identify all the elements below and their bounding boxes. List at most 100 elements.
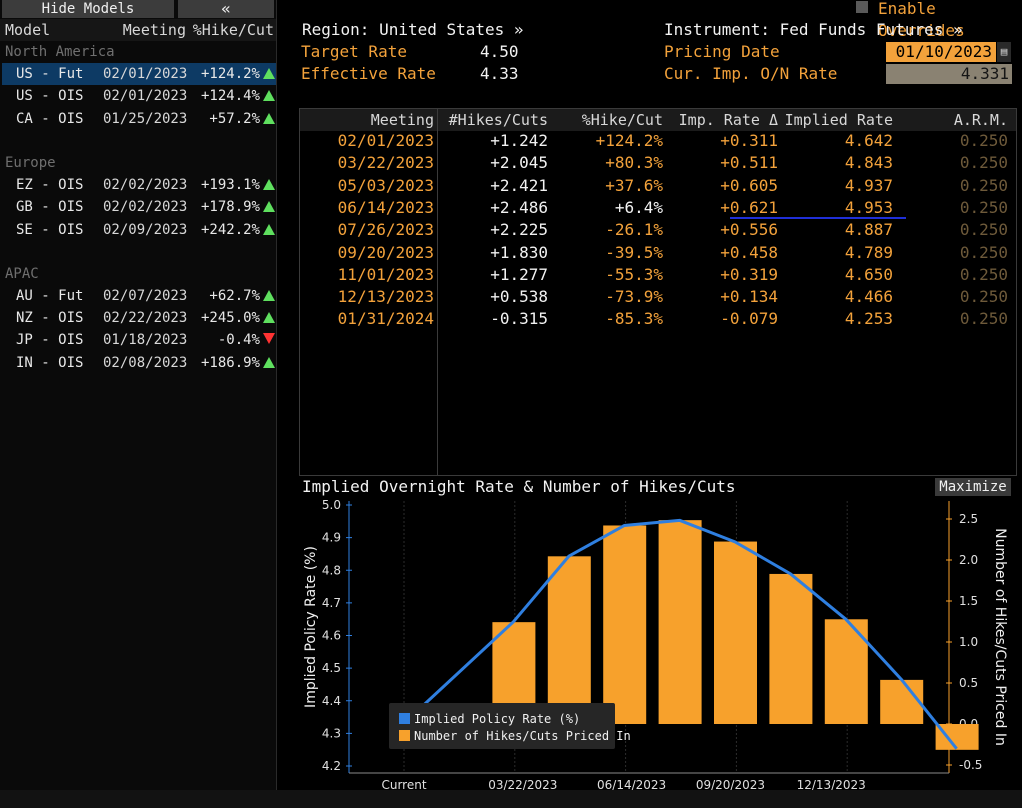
x-tick-label: Current: [381, 778, 426, 792]
enable-overrides-checkbox[interactable]: [856, 1, 868, 13]
left-tick-label: 4.9: [322, 531, 341, 545]
table-row[interactable]: 11/01/2023 +1.277 -55.3% +0.319 4.650 0.250: [300, 264, 1016, 286]
table-cell: +2.486: [490, 197, 548, 217]
table-cell: 05/03/2023: [337, 175, 434, 195]
table-column-header[interactable]: Imp. Rate Δ: [678, 111, 778, 129]
table-cell: 4.843: [844, 153, 893, 173]
model-name: AU - Fut: [16, 287, 84, 304]
table-cell: -39.5%: [605, 242, 663, 262]
legend-label-rate: Implied Policy Rate (%): [414, 712, 580, 726]
model-hike: +193.1%: [200, 176, 260, 193]
model-row[interactable]: EZ - OIS 02/02/2023 +193.1%: [2, 174, 276, 196]
maximize-button[interactable]: Maximize: [935, 478, 1011, 496]
left-tick-label: 4.3: [322, 726, 341, 740]
chart-area: 5.0 4.9 4.8 4.7 4.6 4.5 4.4 4.3 4.2 2.5 2.0 1.5 1.0 0…: [303, 498, 1008, 792]
table-cell: 4.650: [844, 264, 893, 284]
arrow-up-icon: [261, 63, 275, 85]
arrow-up-icon: [261, 285, 275, 307]
table-row[interactable]: 01/31/2024 -0.315 -85.3% -0.079 4.253 0.250: [300, 308, 1016, 330]
table-column-header[interactable]: Meeting: [370, 111, 434, 129]
table-row[interactable]: 12/13/2023 +0.538 -73.9% +0.134 4.466 0.250: [300, 286, 1016, 308]
table-cell: +37.6%: [605, 175, 663, 195]
pricing-date-input[interactable]: 01/10/2023: [886, 42, 996, 62]
table-cell: 09/20/2023: [337, 242, 434, 262]
model-row[interactable]: CA - OIS 01/25/2023 +57.2%: [2, 108, 276, 130]
model-hike: +62.7%: [209, 287, 260, 304]
enable-overrides-label[interactable]: Enable Overrides: [878, 0, 965, 40]
table-cell: 4.466: [844, 287, 893, 307]
model-meeting: 01/18/2023: [103, 332, 188, 349]
table-cell: +0.538: [490, 287, 548, 307]
region-selector[interactable]: Region: United States »: [302, 20, 524, 39]
model-row[interactable]: SE - OIS 02/09/2023 +242.2%: [2, 219, 276, 241]
hikes-bar: [603, 525, 647, 724]
model-hike: +178.9%: [200, 199, 260, 216]
model-row[interactable]: JP - OIS 01/18/2023 -0.4%: [2, 329, 276, 351]
col-model-header[interactable]: Model: [5, 21, 51, 39]
left-axis-label: Implied Policy Rate (%): [303, 546, 319, 708]
table-cell: +2.225: [490, 220, 548, 240]
table-column-header[interactable]: %Hike/Cut: [581, 111, 663, 129]
col-meeting-header[interactable]: Meeting: [122, 21, 186, 39]
model-meeting: 02/02/2023: [103, 176, 188, 193]
legend-box: [389, 703, 615, 749]
right-tick-label: 2.5: [959, 512, 978, 526]
arrow-down-icon: [261, 329, 275, 351]
table-row[interactable]: 06/14/2023 +2.486 +6.4% +0.621 4.953 0.250: [300, 197, 1016, 219]
table-cell: 0.250: [959, 220, 1008, 240]
model-name: EZ - OIS: [16, 176, 84, 193]
table-cell: 12/13/2023: [337, 287, 434, 307]
implied-rate-line: [402, 518, 958, 750]
col-hike-header[interactable]: %Hike/Cut: [192, 21, 274, 39]
model-row[interactable]: US - Fut 02/01/2023 +124.2%: [2, 63, 276, 85]
hikes-bar: [547, 556, 591, 724]
hikes-bar: [769, 573, 813, 724]
table-row[interactable]: 03/22/2023 +2.045 +80.3% +0.511 4.843 0.250: [300, 152, 1016, 174]
table-cell: 03/22/2023: [337, 153, 434, 173]
table-column-header[interactable]: Implied Rate: [784, 111, 893, 129]
table-cell: -85.3%: [605, 309, 663, 329]
table-row[interactable]: 05/03/2023 +2.421 +37.6% +0.605 4.937 0.250: [300, 175, 1016, 197]
model-row[interactable]: AU - Fut 02/07/2023 +62.7%: [2, 285, 276, 307]
table-cell: 07/26/2023: [337, 220, 434, 240]
arrow-up-icon: [261, 196, 275, 218]
table-cell: +1.830: [490, 242, 548, 262]
models-panel: Hide Models « Model Meeting %Hike/Cut No…: [0, 0, 277, 790]
model-row[interactable]: GB - OIS 02/02/2023 +178.9%: [2, 196, 276, 218]
on-rate-field[interactable]: 4.331: [886, 64, 1012, 84]
target-rate-label: Target Rate: [301, 42, 407, 61]
model-row[interactable]: IN - OIS 02/08/2023 +186.9%: [2, 352, 276, 374]
table-row[interactable]: 09/20/2023 +1.830 -39.5% +0.458 4.789 0.250: [300, 242, 1016, 264]
model-meeting: 02/01/2023: [103, 66, 188, 82]
model-row[interactable]: US - OIS 02/01/2023 +124.4%: [2, 85, 276, 107]
table-cell: 0.250: [959, 242, 1008, 262]
model-row[interactable]: NZ - OIS 02/22/2023 +245.0%: [2, 307, 276, 329]
pricing-date-label: Pricing Date: [664, 42, 780, 61]
group-label: APAC: [5, 265, 39, 282]
table-cell: -26.1%: [605, 220, 663, 240]
table-cell: -55.3%: [605, 264, 663, 284]
model-meeting: 02/01/2023: [103, 88, 188, 105]
collapse-panel-button[interactable]: «: [178, 0, 274, 18]
right-tick-label: -0.5: [959, 758, 982, 772]
hide-models-button[interactable]: Hide Models: [2, 0, 174, 18]
x-tick-label: 03/22/2023: [488, 778, 557, 792]
left-tick-label: 5.0: [322, 498, 341, 512]
table-cell: 0.250: [959, 131, 1008, 150]
table-cell: +6.4%: [614, 197, 663, 217]
table-cell: +2.045: [490, 153, 548, 173]
model-meeting: 02/22/2023: [103, 310, 188, 327]
left-tick-label: 4.7: [322, 596, 341, 610]
table-column-header[interactable]: A.R.M.: [953, 111, 1008, 129]
right-tick-label: 1.0: [959, 635, 978, 649]
calendar-icon[interactable]: ▤: [997, 42, 1011, 62]
table-cell: 06/14/2023: [337, 197, 434, 217]
instrument-selector[interactable]: Instrument: Fed Funds Futures »: [664, 20, 963, 39]
meetings-table: Meeting #Hikes/Cuts %Hike/Cut Imp. Rate Δ Im…: [299, 108, 1017, 476]
table-column-header[interactable]: #Hikes/Cuts: [448, 111, 548, 129]
table-row[interactable]: 02/01/2023 +1.242 +124.2% +0.311 4.642 0.250: [300, 130, 1016, 152]
legend-swatch-rate: [399, 713, 410, 724]
effective-rate-label: Effective Rate: [301, 64, 436, 83]
table-row[interactable]: 07/26/2023 +2.225 -26.1% +0.556 4.887 0.250: [300, 219, 1016, 241]
model-hike: -0.4%: [217, 332, 260, 349]
